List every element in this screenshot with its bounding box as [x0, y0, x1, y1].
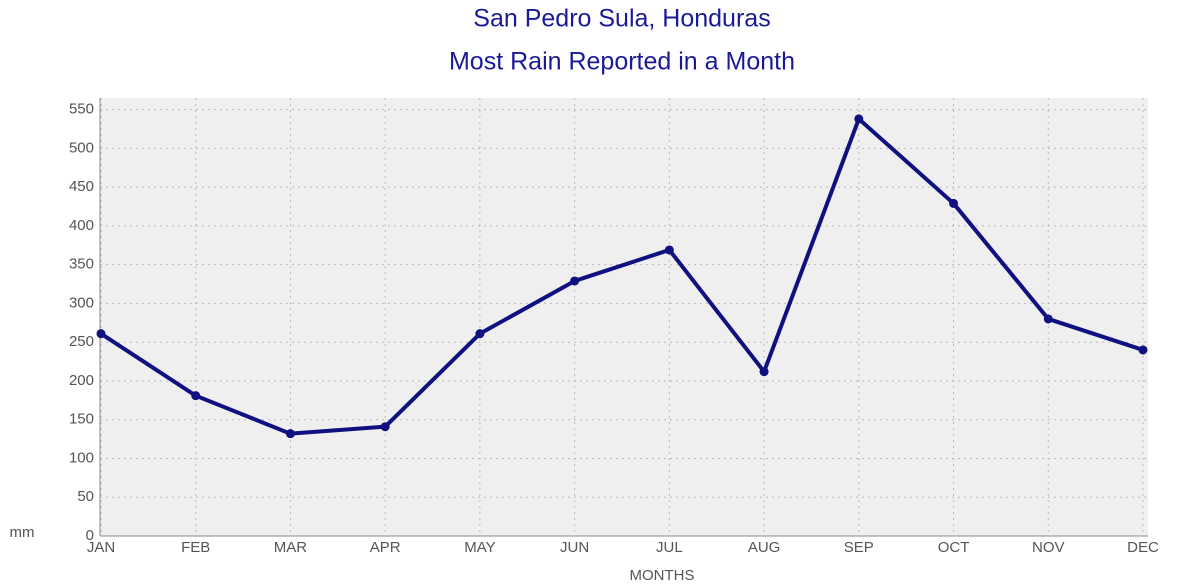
y-axis-label: mm [10, 524, 35, 541]
point [380, 422, 390, 432]
y-tick-label: 0 [86, 527, 94, 544]
y-tick-label: 500 [69, 139, 94, 156]
point [949, 198, 959, 208]
y-tick-label: 350 [69, 256, 94, 273]
line [99, 116, 1144, 436]
y-tick-label: 100 [69, 449, 94, 466]
y-tick-label: 400 [69, 217, 94, 234]
chart-title: San Pedro Sula, Honduras [473, 5, 770, 33]
y-tick-label: 50 [77, 488, 94, 505]
point [1043, 314, 1053, 324]
x-tick-label: JUN [560, 539, 589, 556]
x-tick-label: NOV [1032, 539, 1065, 556]
x-tick-label: OCT [938, 539, 970, 556]
x-tick-label: SEP [844, 539, 874, 556]
point [96, 329, 106, 339]
point [570, 276, 580, 286]
x-tick-label: AUG [748, 539, 781, 556]
point [759, 367, 769, 377]
x-tick-label: JUL [656, 539, 683, 556]
y-tick-label: 300 [69, 294, 94, 311]
point [854, 114, 864, 124]
x-tick-label: JAN [87, 539, 115, 556]
x-tick-label: FEB [181, 539, 210, 556]
point [285, 429, 295, 439]
y-tick-label: 550 [69, 101, 94, 118]
y-tick-label: 250 [69, 333, 94, 350]
y-tick-label: 450 [69, 178, 94, 195]
point [475, 329, 485, 339]
x-tick-label: MAY [464, 539, 495, 556]
x-axis-label: MONTHS [630, 567, 695, 584]
point [1138, 345, 1148, 355]
x-tick-label: MAR [274, 539, 308, 556]
x-tick-label: DEC [1127, 539, 1159, 556]
plot-area [100, 98, 1148, 536]
x-tick-label: APR [370, 539, 401, 556]
point [664, 245, 674, 255]
chart-subtitle: Most Rain Reported in a Month [449, 48, 795, 76]
y-tick-label: 150 [69, 411, 94, 428]
y-tick-label: 200 [69, 372, 94, 389]
point [191, 391, 201, 401]
